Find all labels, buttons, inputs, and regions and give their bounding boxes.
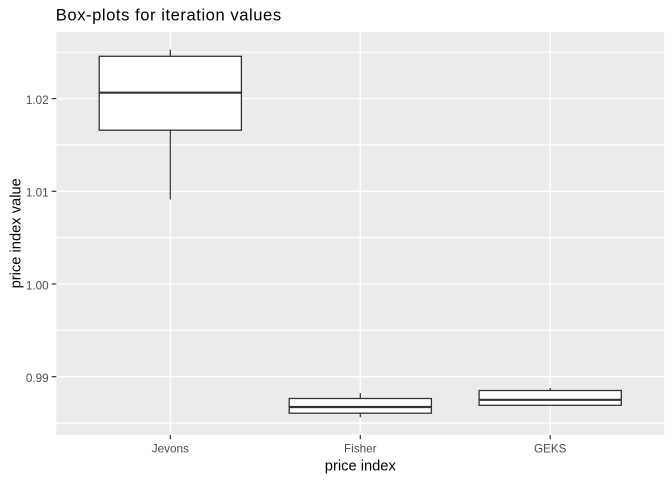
svg-text:price index value: price index value	[9, 178, 25, 288]
svg-text:price index: price index	[325, 459, 397, 475]
svg-text:GEKS: GEKS	[534, 443, 567, 456]
svg-text:Jevons: Jevons	[152, 443, 189, 456]
svg-text:0.99: 0.99	[26, 372, 49, 385]
svg-text:1.00: 1.00	[26, 279, 49, 292]
svg-text:Box-plots for iteration values: Box-plots for iteration values	[56, 5, 282, 24]
svg-text:1.02: 1.02	[26, 94, 49, 107]
svg-text:Fisher: Fisher	[344, 443, 377, 456]
svg-text:1.01: 1.01	[26, 187, 49, 200]
